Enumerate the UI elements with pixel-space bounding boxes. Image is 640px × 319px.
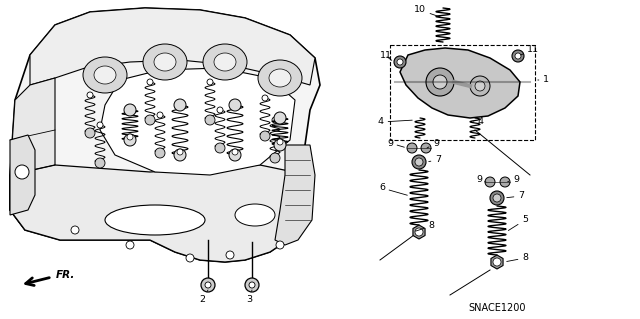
Circle shape xyxy=(276,241,284,249)
Circle shape xyxy=(272,117,278,123)
Text: 9: 9 xyxy=(387,138,404,147)
Polygon shape xyxy=(491,255,503,269)
Polygon shape xyxy=(400,48,520,118)
Text: 2: 2 xyxy=(199,290,208,305)
Polygon shape xyxy=(10,135,35,215)
Circle shape xyxy=(475,81,485,91)
Circle shape xyxy=(421,143,431,153)
Polygon shape xyxy=(10,78,55,230)
Ellipse shape xyxy=(154,53,176,71)
Circle shape xyxy=(215,143,225,153)
Text: 4: 4 xyxy=(473,117,484,127)
Circle shape xyxy=(512,50,524,62)
Circle shape xyxy=(201,278,215,292)
Text: SNACE1200: SNACE1200 xyxy=(468,303,525,313)
Circle shape xyxy=(270,153,280,163)
Circle shape xyxy=(500,177,510,187)
Text: 8: 8 xyxy=(507,254,528,263)
Circle shape xyxy=(127,134,133,140)
Circle shape xyxy=(274,112,286,124)
Text: 9: 9 xyxy=(476,175,486,184)
Circle shape xyxy=(262,95,268,101)
Ellipse shape xyxy=(235,204,275,226)
Text: 4: 4 xyxy=(378,117,412,127)
Circle shape xyxy=(260,131,270,141)
Circle shape xyxy=(157,112,163,118)
Circle shape xyxy=(87,92,93,98)
Text: 11: 11 xyxy=(380,51,392,61)
Circle shape xyxy=(124,104,136,116)
Circle shape xyxy=(515,53,521,59)
Polygon shape xyxy=(10,165,308,262)
Circle shape xyxy=(490,191,504,205)
Circle shape xyxy=(97,122,103,128)
Circle shape xyxy=(207,79,213,85)
Circle shape xyxy=(229,149,241,161)
Circle shape xyxy=(493,258,501,266)
Text: 9: 9 xyxy=(508,175,519,184)
Text: 7: 7 xyxy=(507,191,524,201)
Circle shape xyxy=(226,251,234,259)
Ellipse shape xyxy=(258,60,302,96)
Circle shape xyxy=(126,241,134,249)
Text: 6: 6 xyxy=(379,183,407,195)
Text: 3: 3 xyxy=(246,290,252,305)
Circle shape xyxy=(177,149,183,155)
Polygon shape xyxy=(30,8,315,85)
Circle shape xyxy=(397,59,403,65)
Circle shape xyxy=(145,115,155,125)
Text: 11: 11 xyxy=(520,46,539,55)
Circle shape xyxy=(274,139,286,151)
Circle shape xyxy=(205,115,215,125)
Text: FR.: FR. xyxy=(56,270,76,280)
Text: 5: 5 xyxy=(508,216,528,231)
Ellipse shape xyxy=(94,66,116,84)
Circle shape xyxy=(95,158,105,168)
Ellipse shape xyxy=(214,53,236,71)
Circle shape xyxy=(470,76,490,96)
Circle shape xyxy=(249,282,255,288)
Bar xyxy=(390,45,535,140)
Text: 7: 7 xyxy=(429,155,441,165)
Ellipse shape xyxy=(83,57,127,93)
Ellipse shape xyxy=(203,44,247,80)
Circle shape xyxy=(407,143,417,153)
Circle shape xyxy=(277,139,283,145)
Text: 9: 9 xyxy=(427,138,439,148)
Circle shape xyxy=(493,194,501,202)
Text: 1: 1 xyxy=(538,76,549,85)
Circle shape xyxy=(124,134,136,146)
Circle shape xyxy=(426,68,454,96)
Circle shape xyxy=(394,56,406,68)
Text: 8: 8 xyxy=(415,221,434,231)
Circle shape xyxy=(174,99,186,111)
Circle shape xyxy=(205,282,211,288)
Circle shape xyxy=(217,107,223,113)
Ellipse shape xyxy=(269,69,291,87)
Circle shape xyxy=(229,99,241,111)
Circle shape xyxy=(155,148,165,158)
Circle shape xyxy=(174,149,186,161)
Circle shape xyxy=(433,75,447,89)
Polygon shape xyxy=(10,8,320,262)
Circle shape xyxy=(485,177,495,187)
Circle shape xyxy=(147,79,153,85)
Polygon shape xyxy=(100,68,295,175)
Circle shape xyxy=(71,226,79,234)
Circle shape xyxy=(15,165,29,179)
Ellipse shape xyxy=(143,44,187,80)
Text: 10: 10 xyxy=(414,5,440,17)
Circle shape xyxy=(232,149,238,155)
Circle shape xyxy=(85,128,95,138)
Polygon shape xyxy=(275,145,315,245)
Circle shape xyxy=(245,278,259,292)
Polygon shape xyxy=(413,225,425,239)
Circle shape xyxy=(415,158,423,166)
Ellipse shape xyxy=(105,205,205,235)
Circle shape xyxy=(412,155,426,169)
Circle shape xyxy=(186,254,194,262)
Circle shape xyxy=(415,228,423,236)
